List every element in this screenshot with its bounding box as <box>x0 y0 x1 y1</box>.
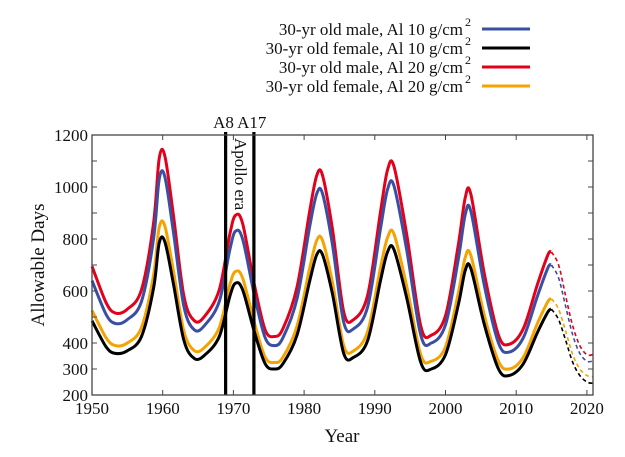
y-axis: 200 300 400 600 800 1000 1200 <box>54 126 593 405</box>
x-tick-label: 1950 <box>75 399 109 418</box>
x-tick-label: 1960 <box>146 399 180 418</box>
vertical-lines-label: A8 A17 <box>213 113 267 132</box>
x-tick-label: 2020 <box>570 399 604 418</box>
x-tick-label: 1970 <box>216 399 250 418</box>
y-tick-label: 200 <box>63 386 89 405</box>
y-tick-label: 1000 <box>54 178 88 197</box>
legend-label: 30-yr old female, Al 10 g/cm <box>266 39 463 58</box>
series-line-2 <box>90 147 553 347</box>
x-tick-label: 1980 <box>287 399 321 418</box>
x-axis-title: Year <box>324 426 360 447</box>
x-tick-label: 2010 <box>499 399 533 418</box>
x-tick-label: 2000 <box>429 399 463 418</box>
series-projection-3 <box>550 298 593 378</box>
series-line-0 <box>90 169 553 355</box>
apollo-era-annotation: Apollo era <box>231 138 250 211</box>
legend-label-superscript: 2 <box>465 15 471 29</box>
series-line-1 <box>90 235 553 378</box>
series-projection-0 <box>550 264 593 363</box>
y-tick-label: 800 <box>63 230 89 249</box>
y-tick-label: 1200 <box>54 126 88 145</box>
series-projection-1 <box>550 308 593 385</box>
legend-label: 30-yr old male, Al 10 g/cm <box>279 20 463 39</box>
series-line-3 <box>90 219 553 371</box>
vertical-lines: A8 A17 Apollo era <box>213 113 267 395</box>
legend-label-superscript: 2 <box>465 34 471 48</box>
legend-label-superscript: 2 <box>465 53 471 67</box>
legend-label-superscript: 2 <box>465 72 471 86</box>
y-tick-label: 400 <box>63 334 89 353</box>
legend-label: 30-yr old male, Al 20 g/cm <box>279 58 463 77</box>
y-tick-label: 600 <box>63 282 89 301</box>
y-axis-title: Allowable Days <box>28 204 49 327</box>
y-tick-label: 300 <box>63 360 89 379</box>
x-axis: 1950 1960 1970 1980 1990 2000 2010 2020 <box>75 135 604 418</box>
x-tick-label: 1990 <box>358 399 392 418</box>
series-projection-2 <box>550 251 593 357</box>
legend-label: 30-yr old female, Al 20 g/cm <box>266 77 463 96</box>
series-layer <box>90 147 593 385</box>
legend: 30-yr old male, Al 10 g/cm 230-yr old fem… <box>266 15 530 96</box>
